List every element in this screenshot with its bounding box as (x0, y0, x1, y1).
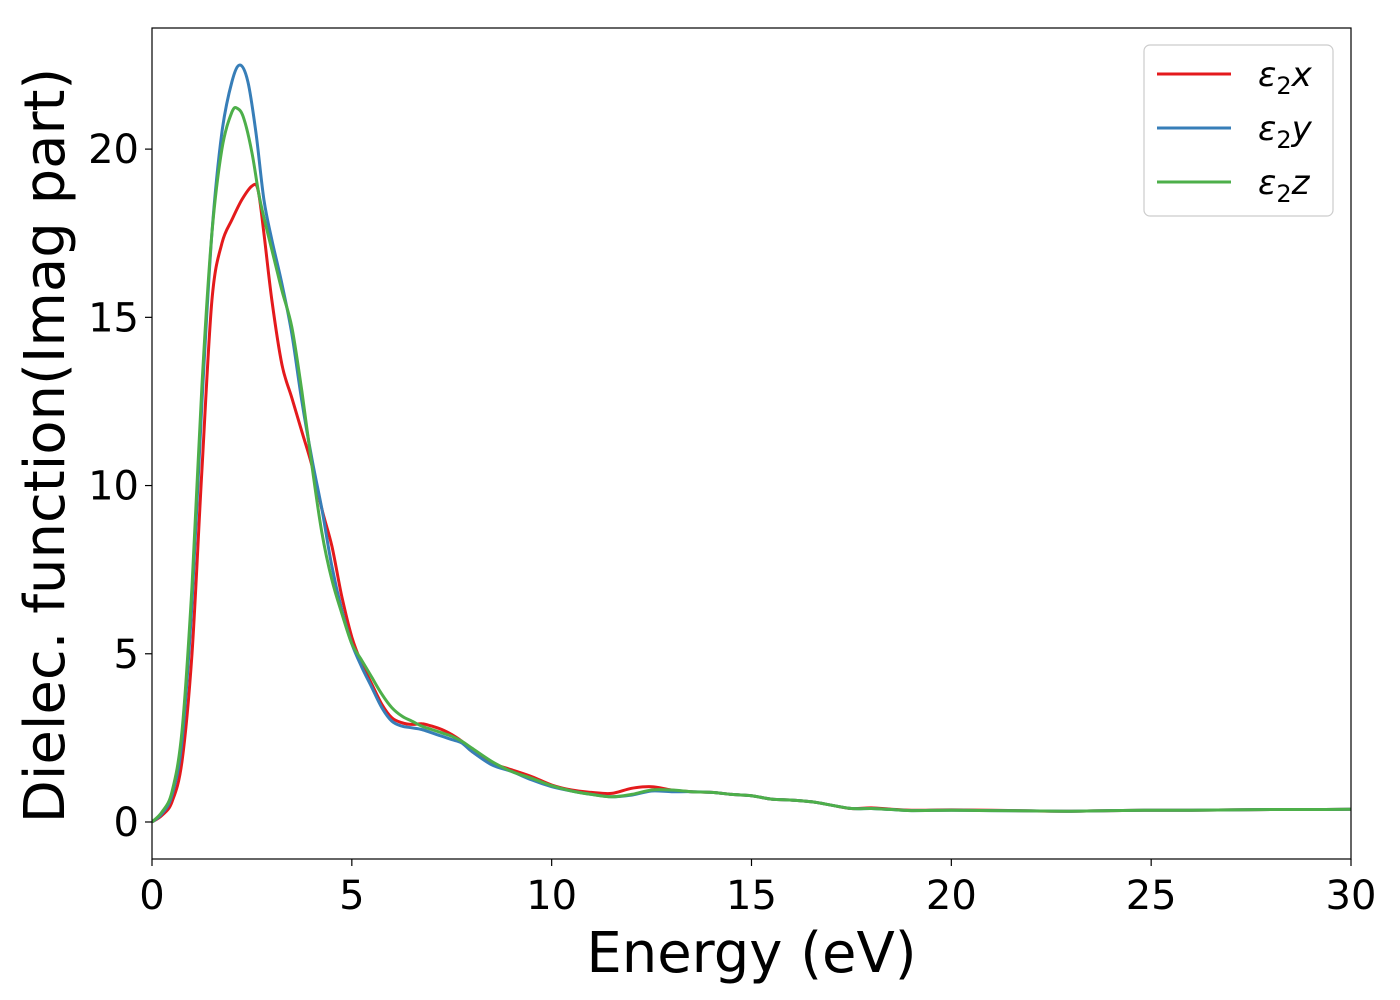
x-tick-label: 5 (339, 873, 364, 919)
y-tick-label: 15 (88, 295, 139, 341)
legend-suffix: x (1291, 55, 1313, 95)
legend-symbol: ε (1258, 109, 1276, 149)
y-axis-label: Dielec. function(Imag part) (13, 68, 78, 824)
legend-entry-x: ε2x (1258, 55, 1313, 100)
legend-symbol: ε (1258, 163, 1276, 203)
x-tick-label: 20 (926, 873, 977, 919)
legend-suffix: y (1291, 109, 1313, 149)
y-tick-label: 20 (88, 127, 139, 173)
legend-box (1143, 44, 1334, 217)
legend-suffix: z (1291, 163, 1311, 203)
legend-subscript: 2 (1276, 126, 1291, 154)
legend-entry-z: ε2z (1258, 163, 1311, 208)
series-line-x (152, 182, 1351, 824)
legend-entry-y: ε2y (1258, 109, 1313, 154)
legend-subscript: 2 (1276, 180, 1291, 208)
x-tick-label: 0 (139, 873, 164, 919)
legend-subscript: 2 (1276, 72, 1291, 100)
x-axis-label: Energy (eV) (586, 921, 916, 986)
x-tick-label: 30 (1326, 873, 1377, 919)
y-tick-label: 10 (88, 464, 139, 510)
x-tick-label: 25 (1126, 873, 1177, 919)
y-tick-label: 5 (114, 632, 139, 678)
x-axis-ticks: 0 5 10 15 20 25 30 (139, 859, 1376, 919)
series-line-z (152, 105, 1351, 824)
y-tick-label: 0 (114, 800, 139, 846)
y-axis-ticks: 0 5 10 15 20 (88, 127, 152, 846)
x-tick-label: 10 (526, 873, 577, 919)
x-tick-label: 15 (726, 873, 777, 919)
legend-symbol: ε (1258, 55, 1276, 95)
series-layer (152, 63, 1351, 824)
